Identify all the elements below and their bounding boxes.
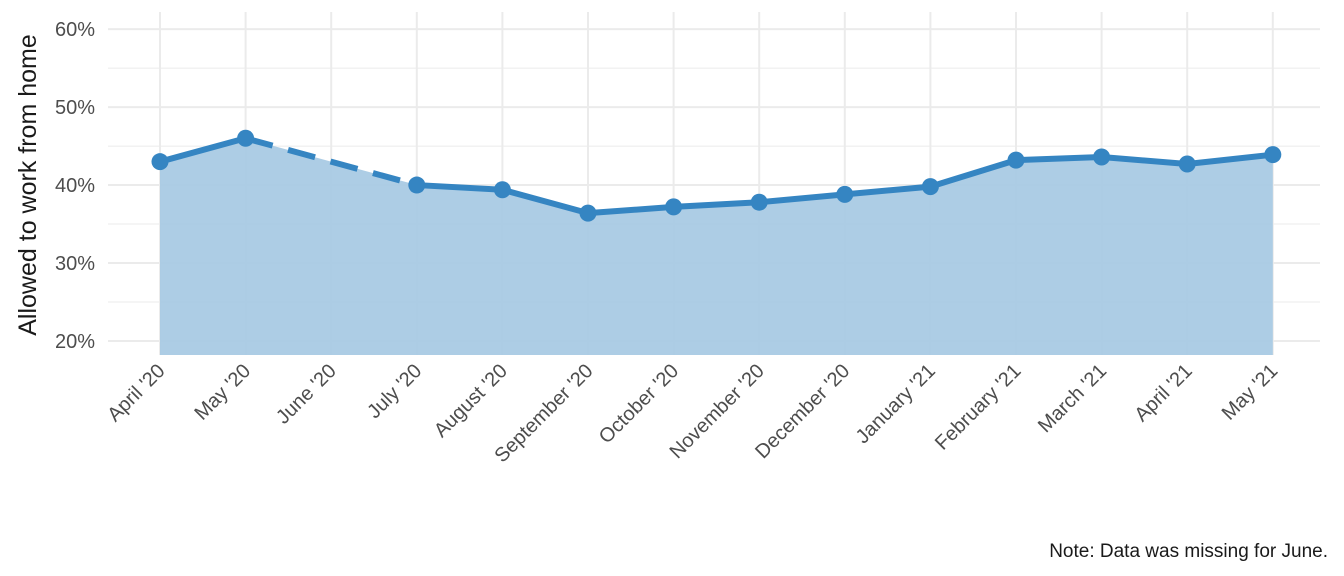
y-tick-label: 40% xyxy=(55,175,95,197)
point-layer xyxy=(151,129,1282,222)
data-point xyxy=(1007,151,1025,169)
data-point xyxy=(579,204,597,222)
line-segment xyxy=(587,203,674,217)
data-point xyxy=(1178,155,1196,173)
x-tick-label: August '20 xyxy=(430,360,512,442)
data-point xyxy=(921,178,939,196)
data-point xyxy=(750,193,768,211)
y-tick-label: 60% xyxy=(55,19,95,41)
y-tick-label: 20% xyxy=(55,331,95,353)
data-point xyxy=(408,176,426,194)
y-tick-labels: 20% 30% 40% 50% 60% xyxy=(55,19,95,353)
data-point xyxy=(1093,148,1111,166)
x-tick-label: March '21 xyxy=(1034,360,1111,437)
area-fill xyxy=(160,138,1273,355)
x-tick-label: May '20 xyxy=(191,360,256,425)
data-point xyxy=(493,181,511,199)
x-tick-label: April '21 xyxy=(1131,360,1197,426)
x-tick-label: January '21 xyxy=(852,360,940,448)
data-point xyxy=(1264,146,1282,164)
y-tick-label: 50% xyxy=(55,97,95,119)
x-tick-label: July '20 xyxy=(363,360,426,423)
line-segment xyxy=(844,183,931,198)
line-segment xyxy=(673,199,760,210)
note: Note: Data was missing for June. xyxy=(1049,541,1328,562)
data-point xyxy=(836,185,854,203)
line-segment xyxy=(1015,153,1102,164)
line-layer xyxy=(159,135,1274,217)
data-point xyxy=(665,198,683,216)
x-tick-label: October '20 xyxy=(595,360,683,448)
line-segment xyxy=(416,182,503,193)
line-segment xyxy=(929,157,1017,190)
y-axis-title: Allowed to work from home xyxy=(14,34,42,336)
line-segment xyxy=(501,186,589,217)
x-tick-label: May '21 xyxy=(1218,360,1283,425)
x-tick-label: June '20 xyxy=(272,360,341,429)
line-segment xyxy=(159,135,247,165)
line-segment xyxy=(1101,154,1188,168)
line-segment xyxy=(1186,151,1274,167)
x-tick-label: February '21 xyxy=(931,360,1026,455)
area-layer xyxy=(160,138,1273,355)
line-segment xyxy=(758,191,846,206)
x-tick-labels: April '20 May '20 June '20 July '20 August '… xyxy=(103,360,1282,467)
data-point xyxy=(151,153,169,171)
x-tick-label: April '20 xyxy=(103,360,169,426)
data-point xyxy=(237,129,255,147)
line-segment-dashed xyxy=(244,135,418,188)
y-tick-label: 30% xyxy=(55,253,95,275)
